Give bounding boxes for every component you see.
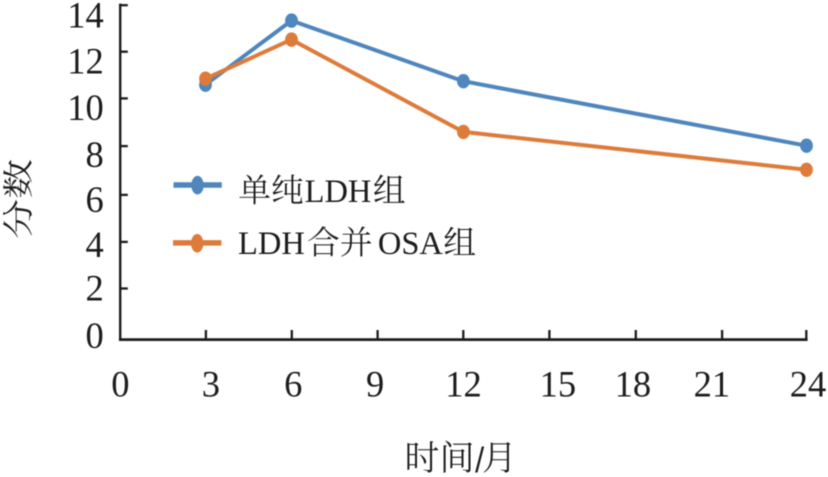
svg-text:18: 18: [615, 364, 652, 405]
svg-text:0: 0: [86, 315, 104, 356]
svg-text:LDH: LDH: [238, 226, 305, 262]
svg-text:10: 10: [67, 87, 104, 128]
svg-text:8: 8: [86, 134, 104, 175]
svg-text:15: 15: [540, 364, 577, 405]
svg-text:12: 12: [67, 40, 104, 81]
svg-text:12: 12: [445, 364, 482, 405]
svg-text:6: 6: [284, 364, 302, 405]
svg-text:14: 14: [67, 0, 104, 36]
svg-text:21: 21: [694, 364, 731, 405]
svg-text:24: 24: [790, 364, 827, 405]
svg-text:2: 2: [86, 268, 104, 309]
svg-text:3: 3: [202, 364, 220, 405]
svg-text:LDH: LDH: [305, 174, 372, 210]
svg-text:4: 4: [86, 224, 104, 265]
svg-text:9: 9: [366, 364, 384, 405]
svg-text:OSA: OSA: [378, 226, 444, 262]
svg-text:0: 0: [111, 364, 129, 405]
svg-text:6: 6: [86, 179, 104, 220]
